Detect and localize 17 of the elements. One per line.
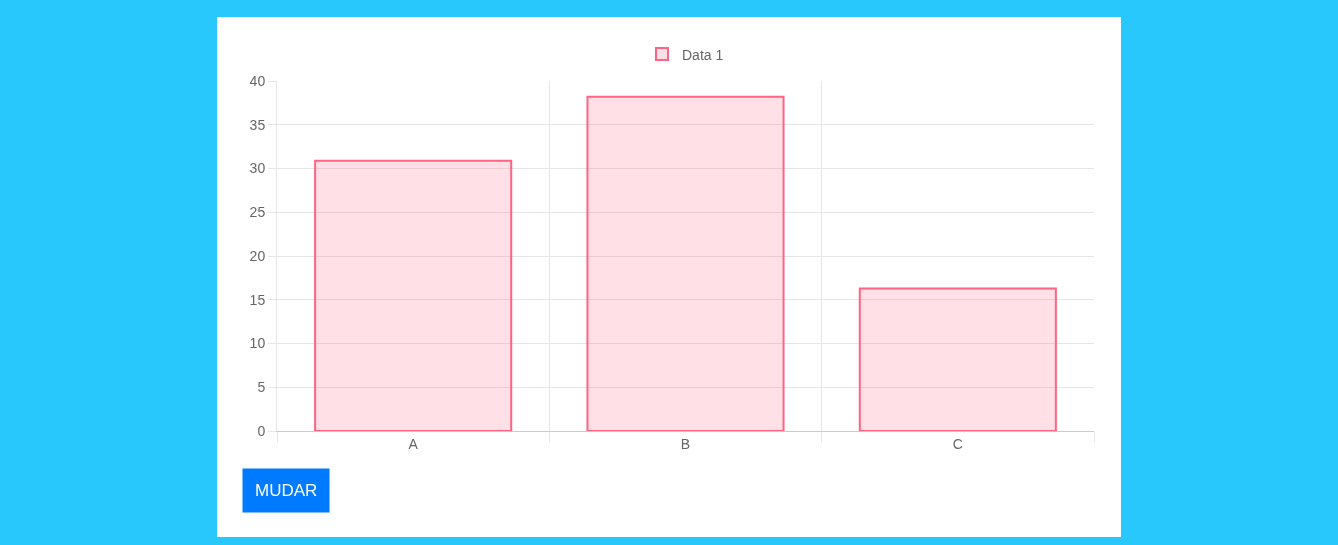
y-tick-label: 5: [257, 379, 266, 396]
y-tick-label: 40: [249, 72, 266, 89]
x-tick-label: A: [408, 435, 419, 452]
y-tick-label: 35: [249, 116, 266, 133]
text: MUDAR: [255, 481, 318, 500]
y-tick-label: 10: [249, 335, 266, 352]
y-tick-label: 30: [249, 160, 266, 177]
y-tick-label: 0: [257, 422, 266, 439]
bar: [314, 159, 513, 431]
y-tick-label: 20: [249, 247, 266, 264]
x-tick-label: C: [952, 435, 963, 452]
y-tick-label: 15: [249, 291, 266, 308]
bar: [858, 287, 1057, 431]
y-tick-label: 25: [249, 204, 266, 221]
bar: [586, 95, 785, 431]
legend-label: Data 1: [682, 46, 724, 63]
x-tick-label: B: [680, 435, 691, 452]
